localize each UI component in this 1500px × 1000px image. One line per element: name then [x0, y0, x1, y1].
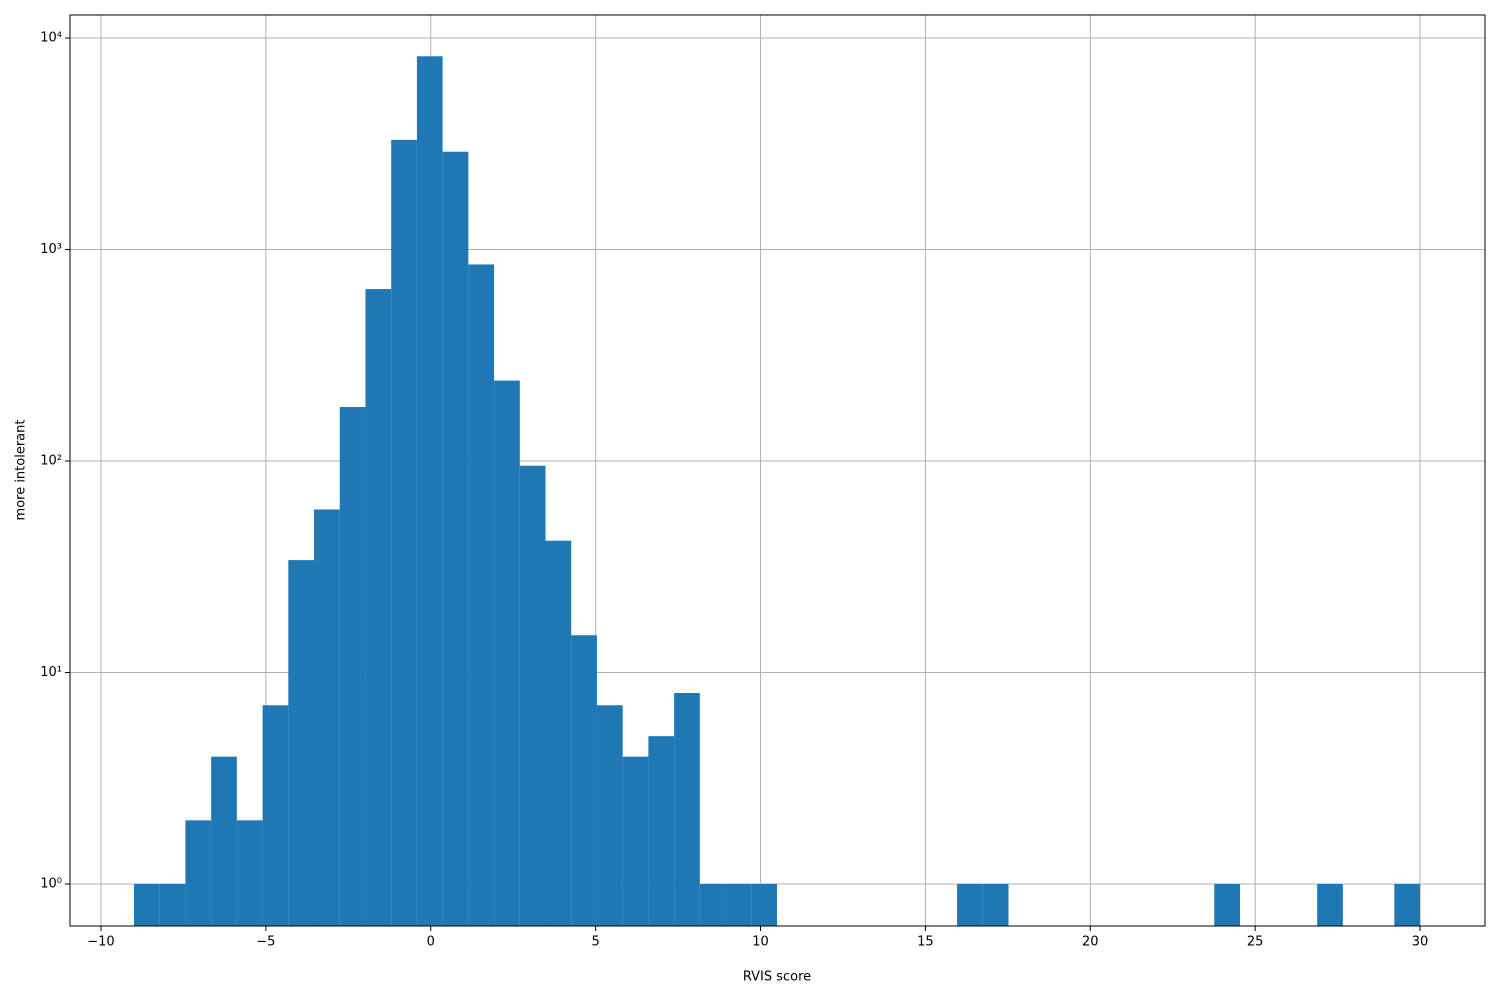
- bar: [468, 264, 495, 926]
- bar: [416, 56, 443, 926]
- y-tick-label: 10⁴: [40, 31, 62, 46]
- bar: [571, 635, 597, 926]
- bar: [185, 820, 212, 926]
- x-tick-label: 25: [1247, 935, 1264, 950]
- bar: [1317, 883, 1343, 926]
- bar: [982, 883, 1009, 926]
- bar: [648, 736, 675, 926]
- bar: [674, 693, 700, 926]
- bar: [339, 407, 366, 926]
- x-tick-label: 15: [917, 935, 934, 950]
- bar: [262, 705, 289, 926]
- bar: [519, 465, 546, 926]
- bar: [725, 883, 752, 926]
- x-tick-label: −10: [87, 935, 114, 950]
- bar: [699, 883, 726, 926]
- bar: [751, 883, 778, 926]
- y-tick-label: 10⁰: [40, 876, 62, 891]
- bar: [211, 756, 237, 926]
- x-tick-label: 10: [752, 935, 769, 950]
- bar: [1214, 883, 1240, 926]
- y-tick-label: 10²: [40, 454, 62, 469]
- bar: [494, 380, 520, 926]
- bar: [622, 756, 649, 926]
- y-tick-label: 10³: [40, 242, 62, 257]
- bar: [159, 883, 186, 926]
- bar: [957, 883, 983, 926]
- x-axis-label: RVIS score: [743, 970, 811, 985]
- bar: [288, 560, 315, 926]
- bar: [391, 139, 417, 926]
- bar: [365, 289, 392, 927]
- bar: [314, 509, 340, 926]
- bar: [596, 705, 623, 926]
- y-tick-label: 10¹: [40, 665, 62, 680]
- x-tick-label: 0: [427, 935, 435, 950]
- bar: [133, 883, 160, 926]
- y-axis-label: more intolerant: [14, 420, 29, 521]
- x-tick-label: 20: [1082, 935, 1099, 950]
- x-tick-label: −5: [256, 935, 275, 950]
- x-tick-label: 30: [1412, 935, 1429, 950]
- bar: [1394, 883, 1421, 926]
- bar: [545, 540, 572, 926]
- x-tick-label: 5: [591, 935, 599, 950]
- bar: [442, 151, 469, 926]
- plot-frame: [69, 14, 1486, 927]
- bar: [236, 820, 263, 926]
